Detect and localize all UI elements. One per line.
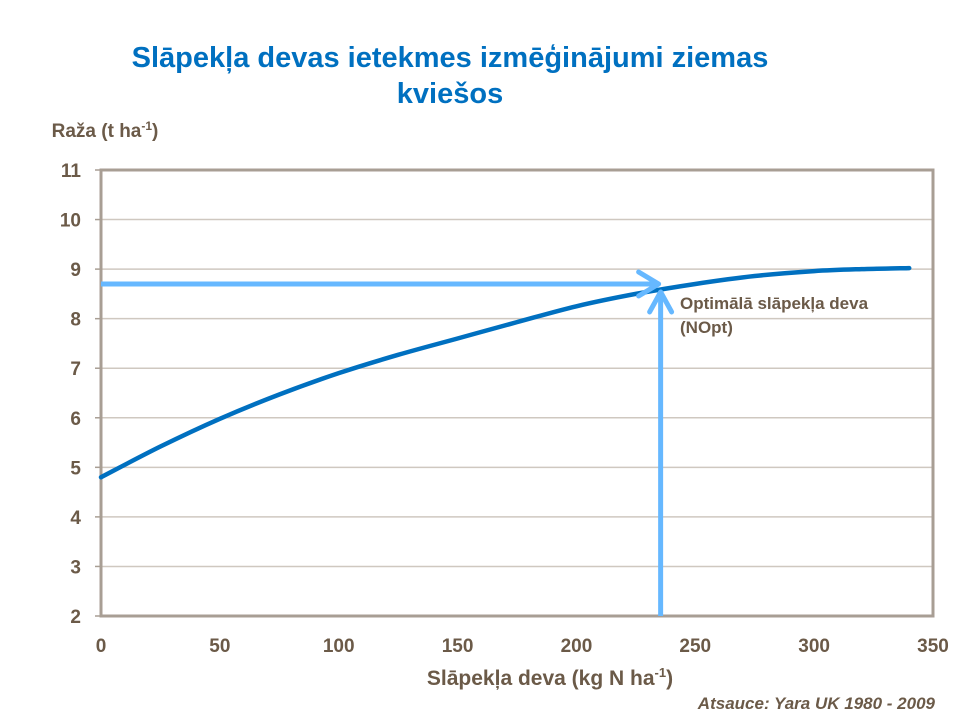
y-tick-label: 9 — [70, 260, 81, 281]
x-axis-label: Slāpekļa deva (kg N ha-1) — [427, 665, 673, 690]
x-tick-label: 300 — [798, 636, 830, 657]
plot-border — [99, 168, 935, 618]
x-tick-label: 200 — [561, 636, 593, 657]
x-tick-label: 150 — [442, 636, 474, 657]
tick-labels: 2 3 4 5 6 7 8 9 10 11 0 50 100 150 200 250 300 350 — [60, 161, 949, 657]
vertical-arrowhead — [647, 289, 675, 315]
x-tick-label: 100 — [323, 636, 355, 657]
title-line-2: kviešos — [396, 78, 504, 110]
source-note: Atsauce: Yara UK 1980 - 2009 — [697, 694, 936, 713]
y-tick-label: 4 — [70, 508, 81, 529]
y-tick-label: 8 — [70, 310, 81, 331]
y-tick-label: 7 — [70, 359, 81, 380]
horizontal-arrowhead — [636, 269, 662, 299]
nopt-arrows — [101, 269, 675, 616]
x-tick-label: 350 — [917, 636, 949, 657]
annotation-line-1: Optimālā slāpekļa deva — [680, 294, 869, 313]
y-tick-label: 3 — [70, 557, 81, 578]
y-axis-label: Raža (t ha-1) — [52, 119, 159, 142]
series-line — [98, 265, 912, 480]
x-tick-label: 250 — [679, 636, 711, 657]
y-tick-label: 2 — [70, 607, 81, 628]
series — [98, 265, 912, 480]
y-tick-label: 10 — [60, 211, 81, 232]
annotation-line-2: (NOpt) — [680, 318, 733, 337]
chart-title: Slāpekļa devas ietekmes izmēģinājumi zie… — [0, 40, 900, 112]
gridlines — [95, 169, 933, 617]
x-tick-label: 0 — [96, 636, 107, 657]
title-line-1: Slāpekļa devas ietekmes izmēģinājumi zie… — [131, 42, 769, 74]
y-tick-label: 5 — [70, 458, 81, 479]
y-tick-label: 11 — [61, 161, 82, 182]
y-tick-label: 6 — [70, 409, 81, 430]
x-tick-label: 50 — [209, 636, 230, 657]
